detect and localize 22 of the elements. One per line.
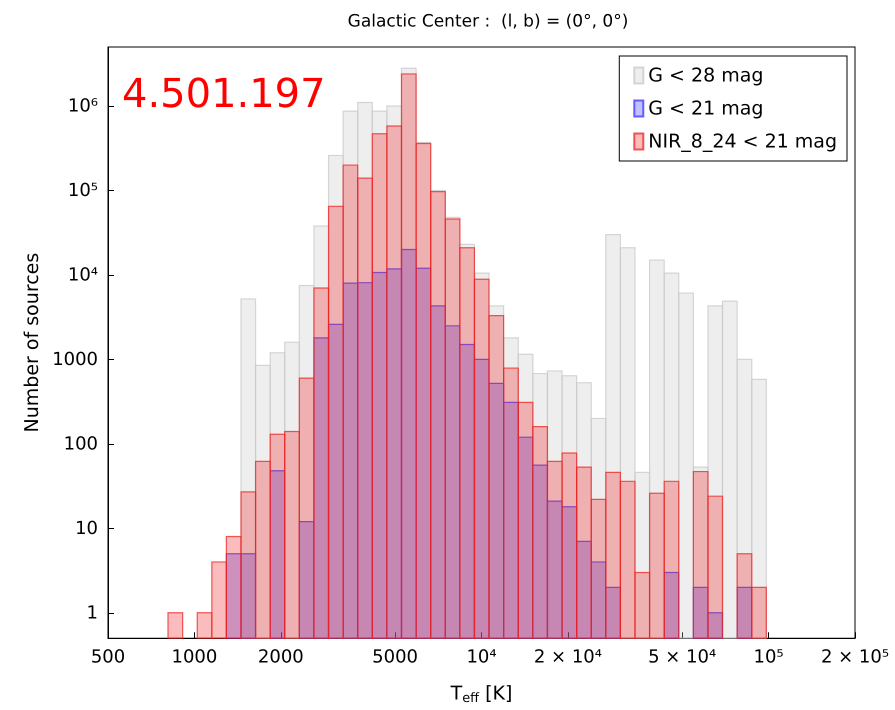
x-tick-label: 10⁴: [466, 646, 497, 668]
y-tick-label: 1: [86, 602, 98, 624]
x-tick-label: 5000: [372, 646, 418, 668]
x-tick-label: 500: [90, 646, 126, 668]
x-tick-label: 10⁵: [754, 646, 784, 668]
x-tick-label: 2 × 10⁵: [820, 646, 890, 668]
chart-title: Galactic Center : (l, b) = (0°, 0°): [348, 12, 628, 32]
y-axis-title: Number of sources: [20, 252, 43, 432]
x-tick-label: 2 × 10⁴: [534, 646, 602, 668]
y-tick-label: 10⁴: [68, 264, 98, 286]
legend-label: NIR_8_24 < 21 mag: [648, 130, 838, 152]
y-tick-label: 10⁵: [68, 180, 98, 201]
y-tick-label: 10⁶: [68, 96, 98, 117]
y-tick-label: 1000: [52, 348, 98, 370]
legend-label: G < 28 mag: [648, 64, 764, 86]
x-tick-label: 1000: [172, 646, 218, 668]
y-tick-label: 10: [75, 518, 98, 539]
x-tick-label: 2000: [258, 646, 304, 668]
y-tick-label: 100: [64, 433, 98, 454]
x-tick-label: 5 × 10⁴: [648, 646, 716, 668]
legend-label: G < 21 mag: [648, 98, 764, 120]
annotation: 4.501.197: [122, 71, 326, 117]
